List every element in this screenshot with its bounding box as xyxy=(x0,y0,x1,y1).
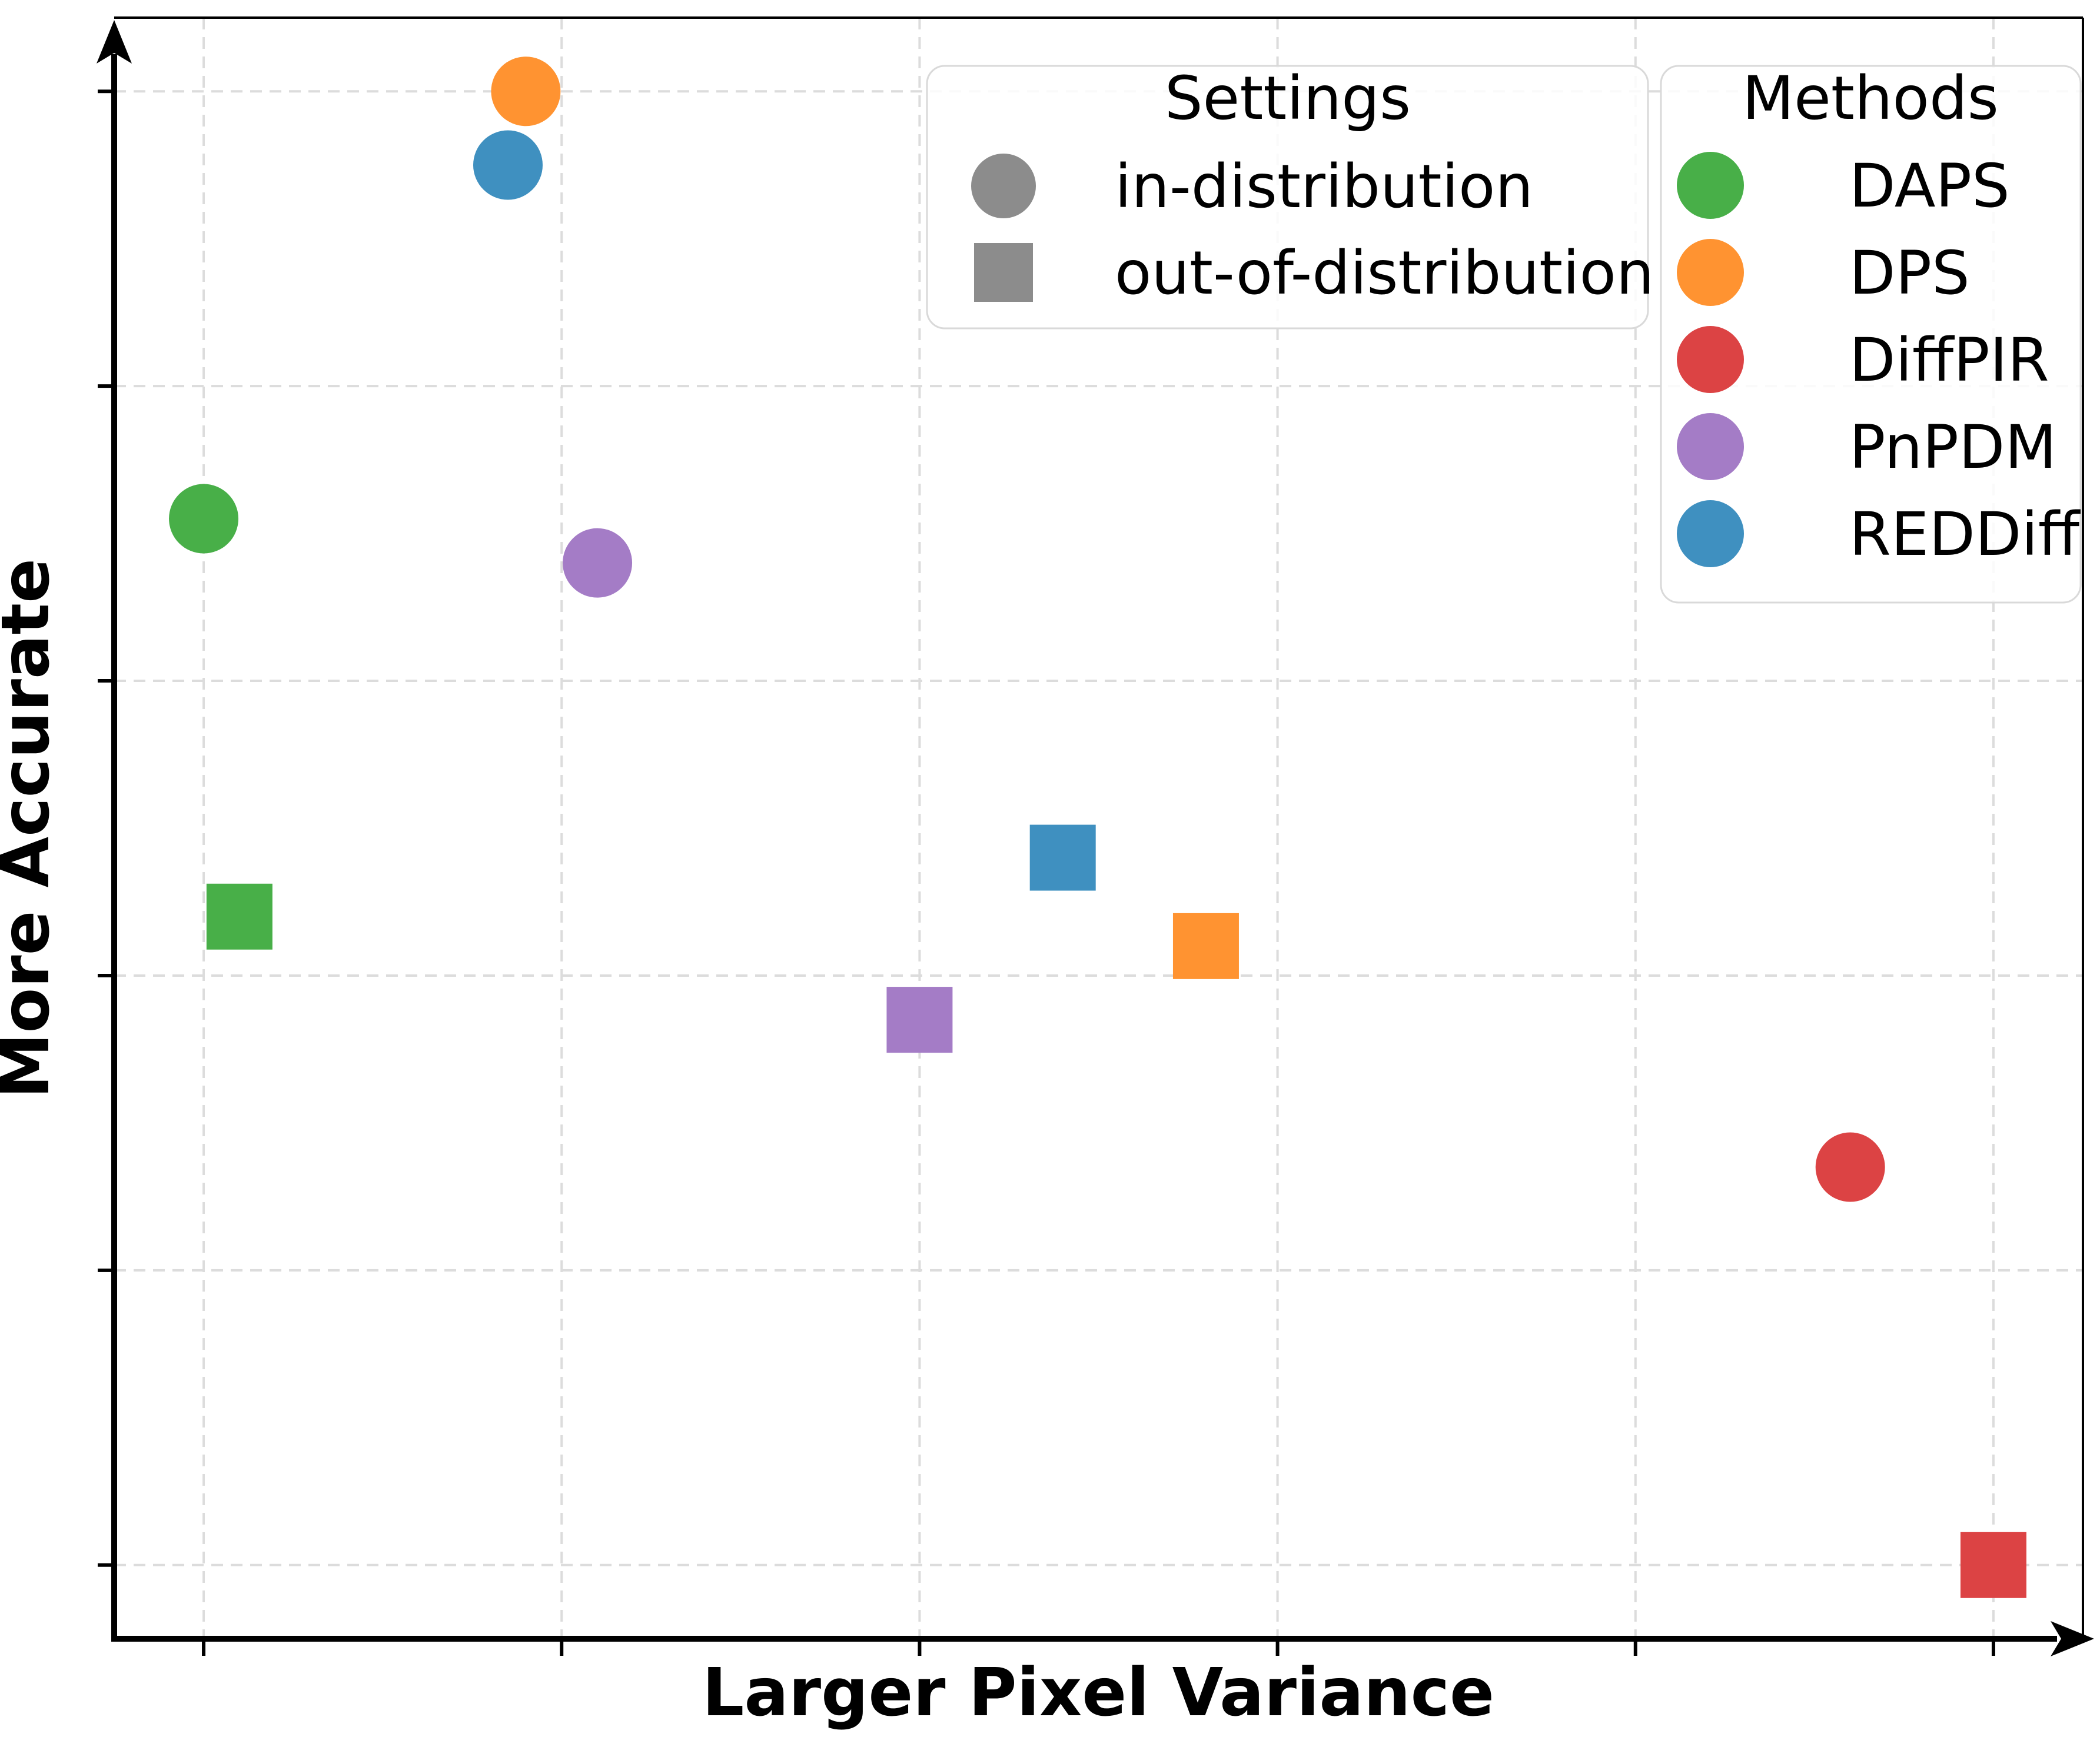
legend-methods-frame xyxy=(1660,65,2082,604)
legend-methods-item-label: DPS xyxy=(1849,238,1970,308)
daps-legend-marker-icon xyxy=(1677,152,1744,219)
pnpdm-legend-marker-icon xyxy=(1677,413,1744,480)
axis-ticks xyxy=(98,89,1995,1656)
dps-out-of-distribution-point xyxy=(1172,913,1239,979)
reddiff-legend-marker-icon xyxy=(1677,500,1744,567)
legend-methods-item-label: PnPDM xyxy=(1849,412,2056,482)
reddiff-in-distribution-point xyxy=(473,130,543,200)
dps-in-distribution-point xyxy=(491,56,561,127)
legend-settings-item-label: in-distribution xyxy=(1115,152,1533,222)
pnpdm-in-distribution-point xyxy=(563,528,633,598)
left-spine xyxy=(111,54,117,1642)
y-axis-arrow-icon xyxy=(97,20,132,64)
legend-settings-title: Settings xyxy=(1165,64,1411,134)
x-axis-label: Larger Pixel Variance xyxy=(702,1655,1494,1731)
legend-settings-item-label: out-of-distribution xyxy=(1115,238,1654,308)
y-axis-label: More Accurate xyxy=(0,558,64,1099)
diffpir-in-distribution-point xyxy=(1815,1132,1885,1202)
legend-methods-item-label: DiffPIR xyxy=(1849,325,2049,395)
daps-in-distribution-point xyxy=(169,484,239,554)
in-distribution-marker-icon xyxy=(971,154,1036,218)
legend-methods: Methods DAPS DPS DiffPIR PnPDM REDDiff xyxy=(1660,64,2082,604)
bottom-spine xyxy=(111,1636,2057,1642)
legend-methods-item-label: DAPS xyxy=(1849,151,2010,221)
out-of-distribution-marker-icon xyxy=(974,243,1033,302)
legend-settings-frame xyxy=(926,65,1649,330)
x-axis-arrow-icon xyxy=(2051,1621,2094,1656)
legend-methods-item-label: REDDiff xyxy=(1849,500,2081,570)
legend-settings: Settings in-distribution out-of-distribu… xyxy=(926,64,1654,330)
diffpir-out-of-distribution-point xyxy=(1960,1532,2026,1598)
daps-out-of-distribution-point xyxy=(206,883,273,950)
dps-legend-marker-icon xyxy=(1677,239,1744,306)
reddiff-out-of-distribution-point xyxy=(1029,824,1096,891)
axes-spines xyxy=(97,16,2094,1656)
pnpdm-out-of-distribution-point xyxy=(886,987,953,1053)
legend-methods-title: Methods xyxy=(1742,64,1999,134)
data-points xyxy=(169,56,2026,1598)
diffpir-legend-marker-icon xyxy=(1677,326,1744,393)
